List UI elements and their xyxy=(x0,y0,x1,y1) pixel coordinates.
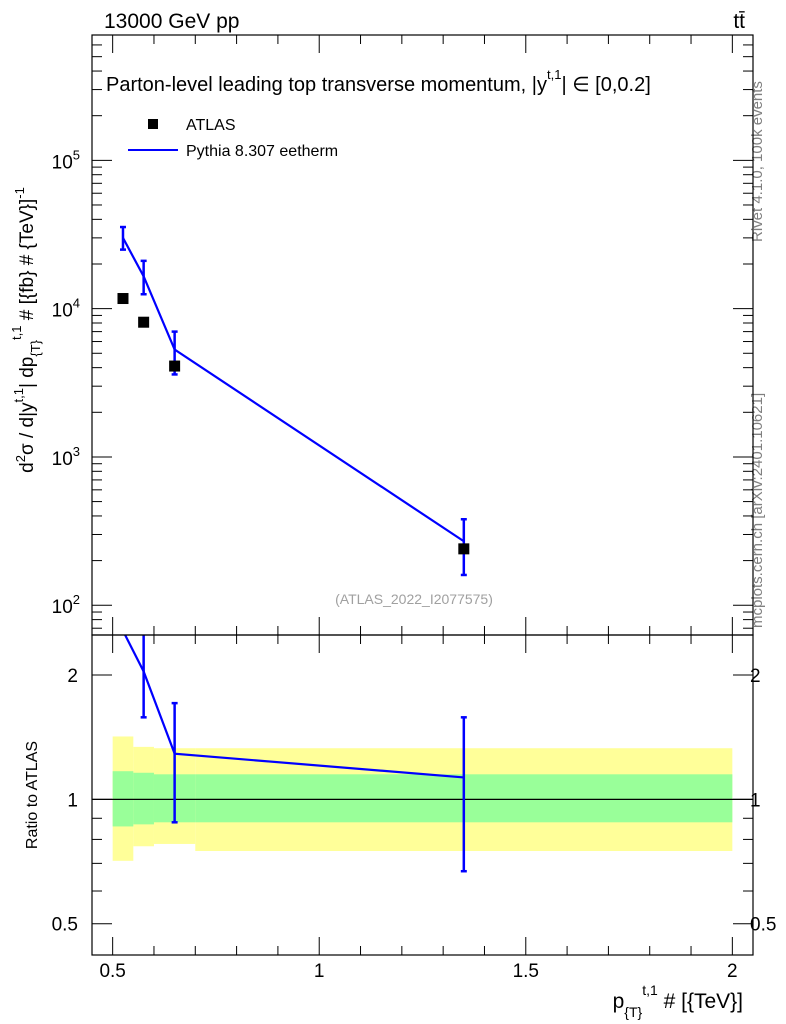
main-y-tick-exponent: 5 xyxy=(73,147,80,162)
pythia-line xyxy=(122,237,465,543)
main-title-tail: | ∈ [0,0.2] xyxy=(561,74,650,96)
ratio-y-axis-label: Ratio to ATLAS xyxy=(24,741,41,849)
legend-atlas-label: ATLAS xyxy=(186,117,236,134)
ratio-y-tick-label-left: 1 xyxy=(67,790,78,811)
main-title: Parton-level leading top transverse mome… xyxy=(106,67,651,96)
ratio-frame xyxy=(91,634,754,956)
ratio-y-tick-label-right: 0.5 xyxy=(750,915,776,936)
x-tick-label: 0.5 xyxy=(99,961,125,982)
energy-label: 13000 GeV pp xyxy=(104,10,239,33)
main-y-tick-label: 105 xyxy=(52,147,80,173)
main-y-tick-base: 10 xyxy=(52,449,73,470)
main-y-tick-base: 10 xyxy=(52,152,73,173)
ratio-y-tick-labels: 0.5 0.5 1 1 2 2 xyxy=(52,666,777,936)
ratio-panel: 0.5 0.5 1 1 2 2 0.5 1 1.5 2 Ratio to ATLAS p{T}t… xyxy=(24,635,777,1020)
main-ticks xyxy=(92,34,753,635)
process-label: tt̄ xyxy=(733,10,745,33)
main-y-tick-base: 10 xyxy=(52,597,73,618)
x-axis-label: p{T}t,1 # [{TeV}] xyxy=(613,982,743,1020)
ratio-y-tick-label-left: 2 xyxy=(67,666,78,687)
green-band xyxy=(133,772,154,825)
main-watermark: (ATLAS_2022_I2077575) xyxy=(335,591,493,607)
main-y-tick-exponent: 3 xyxy=(73,444,80,459)
atlas-data-point xyxy=(458,543,470,555)
main-title-sup: t,1 xyxy=(547,67,561,82)
x-tick-label: 1 xyxy=(314,961,325,982)
main-y-tick-label: 102 xyxy=(52,592,80,618)
legend: ATLAS Pythia 8.307 eetherm xyxy=(128,117,338,160)
main-y-tick-label: 103 xyxy=(52,444,80,470)
atlas-data-point xyxy=(138,316,150,328)
ratio-y-tick-label-left: 0.5 xyxy=(52,915,78,936)
mcplots-label: mcplots.cern.ch [arXiv:2401.10621] xyxy=(749,393,766,628)
ratio-ticks xyxy=(92,635,753,955)
main-y-tick-exponent: 2 xyxy=(73,592,80,607)
ratio-line xyxy=(123,635,464,779)
legend-pythia-label: Pythia 8.307 eetherm xyxy=(186,143,338,160)
ratio-data xyxy=(123,635,467,873)
main-y-axis-label: d2σ / d|yt,1| dp{T}t,1 # [{fb} # {TeV}]-… xyxy=(9,187,43,473)
main-title-text: Parton-level leading top transverse mome… xyxy=(106,74,547,96)
x-tick-label: 1.5 xyxy=(513,961,539,982)
ratio-y-tick-label-right: 2 xyxy=(750,666,761,687)
atlas-data-point xyxy=(169,360,181,372)
ratio-bands xyxy=(112,736,733,861)
atlas-data-point xyxy=(117,293,129,305)
rivet-label: Rivet 4.1.0, 100k events xyxy=(749,81,766,242)
main-y-tick-exponent: 4 xyxy=(73,296,80,311)
ratio-y-tick-label-right: 1 xyxy=(750,790,761,811)
legend-atlas-marker xyxy=(148,119,158,129)
x-tick-labels: 0.5 1 1.5 2 xyxy=(99,961,737,982)
x-tick-label: 2 xyxy=(727,961,738,982)
main-y-tick-base: 10 xyxy=(52,301,73,322)
main-data xyxy=(117,225,470,577)
main-y-tick-label: 104 xyxy=(52,296,80,322)
